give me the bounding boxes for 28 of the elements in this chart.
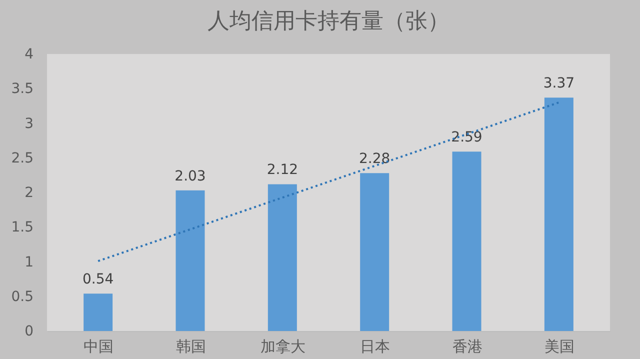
x-tick-label: 中国 [84,338,114,356]
data-label: 0.54 [82,272,114,288]
bar [84,294,113,331]
data-label: 2.28 [358,151,390,168]
data-label: 3.37 [543,76,575,92]
y-tick-label: 2.5 [11,150,34,166]
data-label: 2.03 [174,168,206,184]
data-label: 2.59 [451,130,482,146]
chart-title: 人均信用卡持有量（张） [208,9,450,34]
bar [452,152,482,331]
y-tick-label: 2 [24,185,34,201]
y-tick-label: 4 [24,46,34,62]
y-tick-label: 0 [24,324,34,340]
y-tick-label: 3.5 [11,81,34,98]
bar [268,184,297,331]
y-tick-label: 0.5 [11,288,34,305]
x-tick-label: 美国 [544,338,574,356]
bar [176,190,205,331]
x-tick-label: 加拿大 [260,338,306,356]
y-tick-label: 3 [24,116,34,132]
y-tick-label: 1.5 [11,220,34,236]
x-tick-label: 韩国 [176,338,206,356]
bar [360,173,390,331]
data-label: 2.12 [266,162,298,178]
x-tick-label: 日本 [360,338,390,356]
x-tick-label: 香港 [452,338,482,356]
bar [544,98,574,331]
y-tick-label: 1 [24,254,34,270]
